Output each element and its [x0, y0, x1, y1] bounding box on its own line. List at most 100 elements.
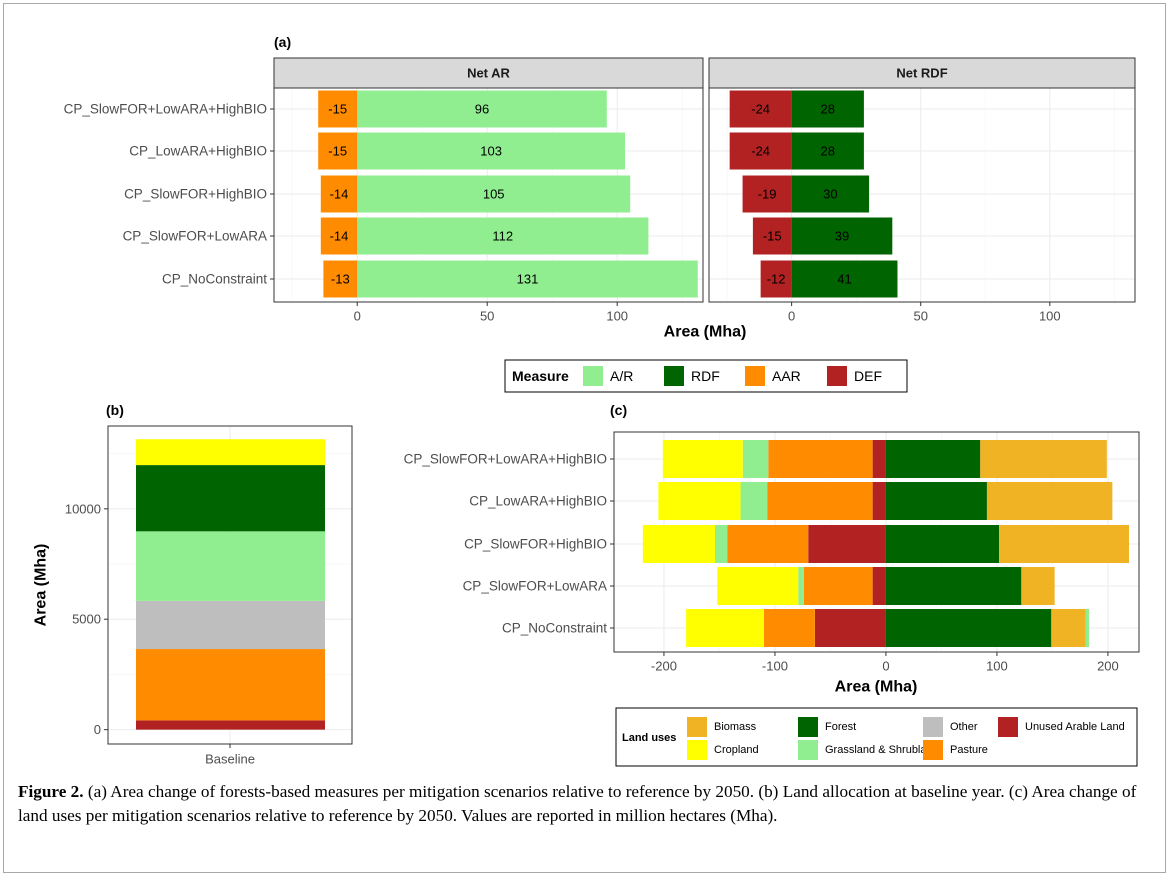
bar-aar [318, 90, 358, 128]
figure-frame [3, 3, 1166, 873]
legend-swatch [798, 717, 818, 737]
x-tick-label: 0 [354, 309, 361, 324]
bar-value-label: -12 [767, 272, 786, 287]
bar-forest [885, 440, 981, 478]
legend-item-label: Grassland & Shrubland [825, 744, 939, 756]
bar-value-label: -24 [751, 102, 770, 117]
panel-b-tag: (b) [106, 402, 124, 418]
bar-grassland-shrubland [742, 440, 769, 478]
legend-swatch [923, 740, 943, 760]
bar-unused-arable-land [872, 482, 886, 520]
bar-forest [885, 482, 987, 520]
bar-pasture [803, 567, 873, 605]
panel-border [273, 87, 704, 303]
bar-biomass [1021, 567, 1055, 605]
bar-value-label: 41 [837, 272, 851, 287]
bar-rdf [791, 90, 864, 128]
legend-item-label: RDF [691, 368, 720, 384]
bar-rdf [791, 175, 870, 213]
bar-def [729, 132, 792, 170]
legend-swatch [827, 366, 847, 386]
bar-value-label: -15 [328, 144, 347, 159]
bar-value-label: 96 [475, 102, 489, 117]
legend-swatch [998, 717, 1018, 737]
bar-forest [885, 525, 1000, 563]
legend-swatch [687, 717, 707, 737]
caption-text: (a) Area change of forests-based measure… [18, 782, 1137, 825]
y-tick-label: CP_SlowFOR+LowARA+HighBIO [404, 452, 607, 467]
y-tick-label: CP_SlowFOR+LowARA [123, 229, 267, 244]
bar-value-label: 131 [517, 272, 539, 287]
bar-rdf [791, 260, 898, 298]
bar-def [760, 260, 792, 298]
y-axis-title: Area (Mha) [33, 544, 50, 627]
bar-value-label: -15 [328, 102, 347, 117]
bar-biomass [1051, 609, 1086, 647]
bar-value-label: -14 [330, 229, 349, 244]
bar-value-label: -19 [758, 187, 777, 202]
legend-item-label: DEF [854, 368, 882, 384]
legend-title: Land uses [622, 732, 676, 744]
bar-cropland [642, 525, 716, 563]
bar-a-r [357, 175, 631, 213]
y-tick-label: CP_LowARA+HighBIO [129, 144, 267, 159]
bar-value-label: 39 [835, 229, 849, 244]
bar-value-label: -14 [330, 187, 349, 202]
y-tick-label: 5000 [72, 612, 101, 627]
bar-value-label: 105 [483, 187, 505, 202]
stacked-segment-pasture [136, 649, 325, 721]
bar-cropland [662, 440, 743, 478]
legend-swatch [798, 740, 818, 760]
legend-swatch [664, 366, 684, 386]
bar-value-label: 28 [821, 144, 835, 159]
legend-item-label: Forest [825, 721, 856, 733]
x-axis-title: Area (Mha) [835, 679, 918, 696]
bar-a-r [357, 132, 625, 170]
bar-aar [318, 132, 358, 170]
stacked-segment-cropland [136, 439, 325, 466]
bar-pasture [768, 440, 873, 478]
x-tick-label: -100 [762, 659, 788, 674]
bar-def [752, 217, 792, 255]
x-tick-label: 100 [986, 659, 1008, 674]
bar-cropland [686, 609, 764, 647]
legend-item-label: AAR [772, 368, 801, 384]
bar-unused-arable-land [872, 567, 886, 605]
bar-pasture [763, 609, 815, 647]
bar-unused-arable-land [872, 440, 886, 478]
bar-value-label: 112 [492, 229, 513, 244]
bar-grassland-shrubland [1085, 609, 1090, 647]
legend-item-label: Cropland [714, 744, 759, 756]
figure-caption: Figure 2. (a) Area change of forests-bas… [18, 780, 1148, 828]
bar-def [742, 175, 792, 213]
legend-swatch [923, 717, 943, 737]
legend-item-label: Unused Arable Land [1025, 721, 1125, 733]
bar-aar [320, 217, 358, 255]
panel-c-tag: (c) [610, 402, 627, 418]
bar-value-label: -15 [763, 229, 782, 244]
bar-pasture [727, 525, 809, 563]
bar-forest [885, 609, 1052, 647]
bar-aar [323, 260, 358, 298]
bar-def [729, 90, 792, 128]
y-tick-label: CP_NoConstraint [502, 621, 607, 636]
bar-biomass [980, 440, 1107, 478]
legend-swatch [687, 740, 707, 760]
bar-a-r [357, 217, 649, 255]
legend-item-label: A/R [610, 368, 633, 384]
x-tick-label: -200 [651, 659, 677, 674]
y-tick-label: 0 [94, 722, 101, 737]
legend-item-label: Other [950, 721, 978, 733]
bar-cropland [658, 482, 741, 520]
bar-unused-arable-land [808, 525, 886, 563]
legend-swatch [745, 366, 765, 386]
bar-value-label: 30 [823, 187, 837, 202]
y-tick-label: CP_SlowFOR+LowARA+HighBIO [64, 102, 267, 117]
bar-value-label: 103 [480, 144, 502, 159]
bar-rdf [791, 217, 893, 255]
legend-item-label: Pasture [950, 744, 988, 756]
bar-grassland-shrubland [798, 567, 804, 605]
bar-rdf [791, 132, 864, 170]
stacked-segment-grassland-shrubland [136, 531, 325, 601]
